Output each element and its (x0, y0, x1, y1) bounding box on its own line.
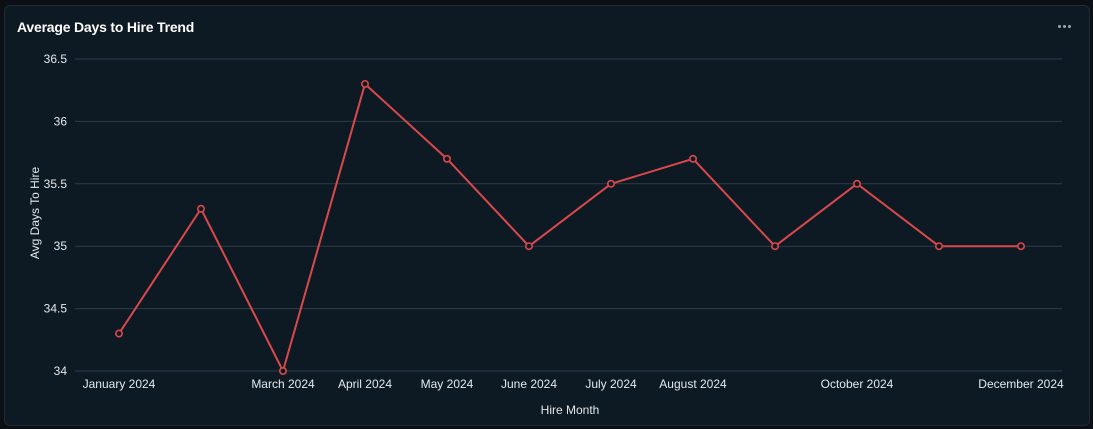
chart-title: Average Days to Hire Trend (17, 19, 195, 35)
x-axis-ticks: January 2024 March 2024 April 2024 May 2024… (83, 377, 1064, 391)
y-tick-label: 35 (54, 239, 68, 253)
data-point[interactable] (770, 242, 779, 251)
x-tick-label: August 2024 (659, 377, 727, 391)
more-options-button[interactable] (1053, 17, 1075, 35)
series-line (118, 82, 1022, 372)
data-point[interactable] (115, 329, 124, 338)
chart-card: Average Days to Hire Trend (4, 5, 1090, 426)
x-tick-label: April 2024 (338, 377, 392, 391)
y-tick-label: 35.5 (44, 177, 68, 191)
data-point[interactable] (688, 154, 697, 163)
y-tick-label: 34.5 (44, 302, 68, 316)
x-tick-label: June 2024 (501, 377, 557, 391)
y-tick-label: 36.5 (44, 52, 68, 66)
gridlines (75, 58, 1062, 372)
data-point[interactable] (1016, 242, 1025, 251)
data-point[interactable] (278, 366, 287, 375)
x-tick-label: December 2024 (978, 377, 1064, 391)
x-tick-label: July 2024 (585, 377, 637, 391)
y-axis-title: Avg Days To Hire (28, 167, 42, 260)
x-tick-label: May 2024 (421, 377, 474, 391)
data-point[interactable] (360, 79, 369, 88)
data-point[interactable] (934, 242, 943, 251)
y-axis-ticks: 34 34.5 35 35.5 36 36.5 (44, 52, 68, 378)
y-tick-label: 34 (54, 364, 68, 378)
data-point[interactable] (442, 154, 451, 163)
data-point[interactable] (524, 242, 533, 251)
data-point[interactable] (606, 179, 615, 188)
y-tick-label: 36 (54, 114, 68, 128)
data-point[interactable] (852, 179, 861, 188)
x-axis-title: Hire Month (541, 403, 600, 417)
x-tick-label: January 2024 (83, 377, 156, 391)
x-tick-label: March 2024 (251, 377, 315, 391)
series-layer (115, 79, 1025, 375)
data-point[interactable] (197, 204, 206, 213)
ellipsis-icon (1057, 24, 1061, 28)
x-tick-label: October 2024 (821, 377, 894, 391)
